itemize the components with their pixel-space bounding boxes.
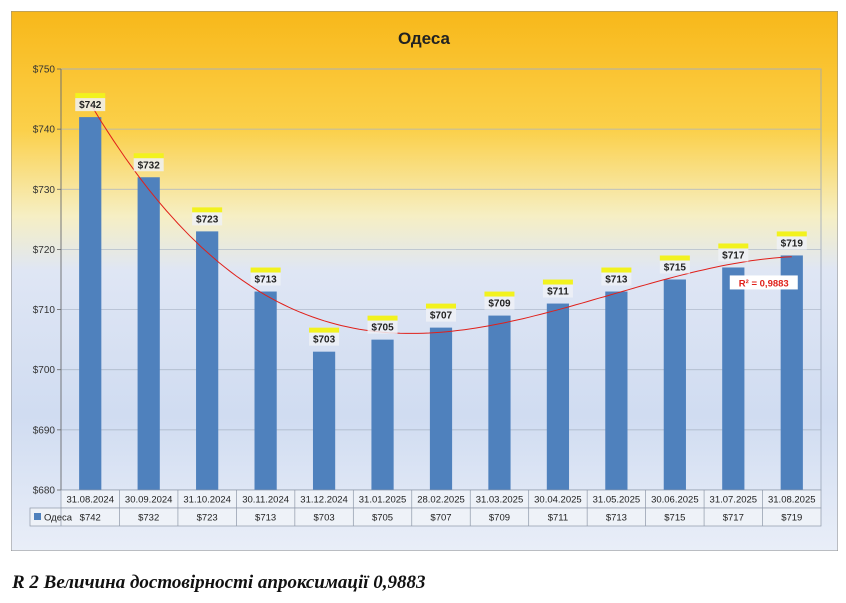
data-label-highlight (484, 291, 515, 297)
data-label-highlight (718, 243, 749, 249)
data-label-highlight (250, 267, 281, 273)
data-label: $723 (196, 214, 219, 225)
y-tick-label: $730 (33, 185, 56, 196)
data-label: $707 (430, 311, 453, 322)
table-value: $742 (80, 513, 101, 524)
bar (546, 303, 570, 490)
y-tick-label: $700 (33, 365, 56, 376)
x-category-label: 30.04.2025 (534, 495, 582, 506)
bar (312, 351, 336, 490)
bar (254, 291, 277, 490)
bar (79, 117, 102, 490)
data-label-bg (484, 296, 515, 310)
data-label: $719 (781, 238, 804, 249)
legend-key (34, 513, 41, 520)
data-label-highlight (192, 207, 223, 213)
data-label-highlight (776, 231, 807, 237)
data-label-bg (75, 98, 106, 112)
data-label: $742 (79, 100, 102, 111)
table-value: $732 (138, 513, 159, 524)
x-category-label: 31.05.2025 (593, 495, 641, 506)
data-label-bg (133, 158, 164, 172)
data-label: $711 (547, 287, 569, 298)
data-label-highlight (309, 327, 340, 333)
data-label: $705 (371, 323, 394, 334)
x-category-label: 30.09.2024 (125, 495, 173, 506)
data-label-bg (250, 272, 281, 286)
bar (663, 279, 686, 490)
trendline (89, 103, 792, 334)
data-label-bg (367, 320, 398, 334)
data-label: $732 (138, 160, 161, 171)
y-tick-label: $750 (33, 65, 56, 76)
bar (488, 315, 511, 490)
data-label-bg (776, 236, 807, 250)
data-label-highlight (601, 267, 632, 273)
table-value: $705 (372, 513, 393, 524)
x-category-label: 31.08.2025 (768, 495, 816, 506)
table-value: $723 (197, 513, 218, 524)
data-label-bg (601, 272, 632, 286)
figure-caption: R 2 Величина достовірності апроксимації … (12, 572, 426, 593)
data-label-bg (192, 212, 223, 226)
x-category-label: 31.07.2025 (710, 495, 758, 506)
table-value: $711 (548, 513, 568, 524)
chart: Одеса $680 $690 $700 $710 $720 $730 $740 $750 $… (11, 11, 838, 551)
r2-label: R² = 0,9883 (739, 278, 789, 289)
data-label: $703 (313, 335, 336, 346)
y-tick-label: $690 (33, 425, 56, 436)
bar (196, 231, 219, 490)
x-category-label: 31.01.2025 (359, 495, 407, 506)
data-label: $709 (488, 299, 511, 310)
y-tick-label: $680 (33, 486, 56, 497)
table-value: $717 (723, 513, 744, 524)
data-label-bg (309, 332, 340, 346)
table-value: $713 (255, 513, 276, 524)
chart-title: Одеса (398, 29, 450, 48)
bar (722, 267, 745, 490)
y-tick-label: $720 (33, 245, 56, 256)
bar (137, 177, 160, 490)
x-category-label: 31.10.2024 (183, 495, 231, 506)
table-value: $713 (606, 513, 627, 524)
table-value: $715 (664, 513, 685, 524)
data-label-bg (542, 284, 573, 298)
data-label-highlight (367, 315, 398, 321)
x-category-label: 31.08.2024 (66, 495, 114, 506)
table-value: $709 (489, 513, 510, 524)
x-category-label: 28.02.2025 (417, 495, 465, 506)
legend-label: Одеса (44, 513, 73, 524)
data-label-bg (718, 248, 749, 262)
y-tick-label: $710 (33, 305, 56, 316)
table-value-row (29, 507, 822, 527)
data-label: $713 (254, 275, 277, 286)
data-label: $713 (605, 275, 628, 286)
table-value: $707 (430, 513, 451, 524)
data-label-highlight (75, 93, 106, 99)
data-label: $717 (722, 250, 745, 261)
data-label-bg (426, 308, 456, 322)
table-value: $719 (781, 513, 802, 524)
data-label-highlight (133, 153, 164, 159)
bar (605, 291, 628, 490)
x-category-label: 30.11.2024 (242, 495, 289, 506)
table-value: $703 (314, 513, 335, 524)
data-label: $715 (664, 263, 687, 274)
bar (429, 327, 453, 490)
data-label-highlight (542, 279, 573, 285)
x-category-label: 31.12.2024 (300, 495, 348, 506)
x-category-label: 30.06.2025 (651, 495, 699, 506)
r2-label-bg (729, 275, 798, 290)
data-label-highlight (426, 303, 456, 309)
y-tick-label: $740 (33, 125, 56, 136)
bar (371, 339, 394, 490)
data-label-highlight (659, 255, 690, 261)
bar (780, 255, 803, 490)
chart-background (11, 11, 838, 551)
data-label-bg (659, 260, 690, 274)
x-category-label: 31.03.2025 (476, 495, 524, 506)
